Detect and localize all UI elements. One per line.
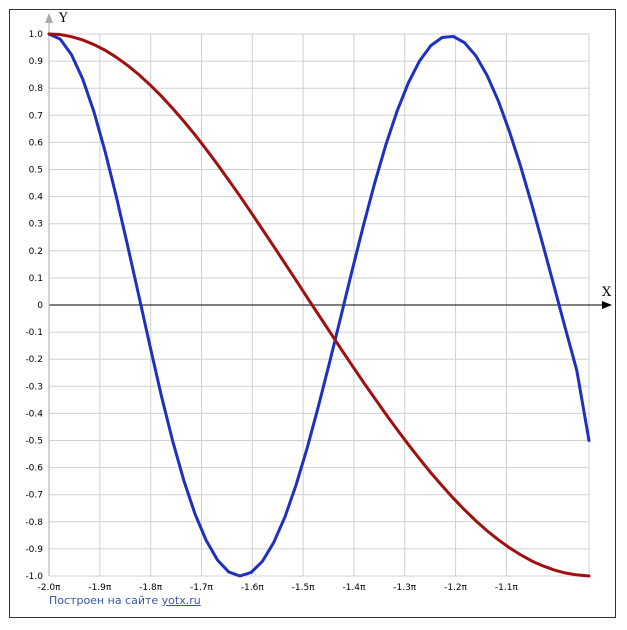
x-tick-label: -1.1π: [495, 583, 519, 593]
y-tick-label: -0.2: [25, 355, 43, 365]
y-tick-label: -0.6: [25, 464, 43, 474]
x-axis-arrow: [602, 301, 612, 309]
x-tick-label: -1.4π: [342, 583, 366, 593]
x-tick-label: -1.2π: [444, 583, 468, 593]
series-line-1: [47, 32, 591, 578]
y-tick-labels: 1.0 0.9 0.8 0.7 0.6 0.5 0.4 0.3 0.2 0.1 0 -0.1 -0.2 -…: [25, 30, 43, 582]
chart-frame: [9, 9, 616, 618]
x-tick-label: -1.6π: [241, 583, 265, 593]
y-tick-label: 0.8: [29, 84, 44, 94]
credit-text: Построен на сайте: [49, 594, 159, 607]
y-tick-label: -1.0: [25, 572, 43, 582]
y-tick-label: 0.2: [29, 247, 43, 257]
y-tick-label: 0.6: [29, 138, 44, 148]
y-tick-label: 0.1: [29, 274, 43, 284]
y-tick-label: 0.9: [29, 57, 44, 67]
y-tick-label: -0.8: [25, 518, 43, 528]
y-tick-label: 0.4: [29, 193, 44, 203]
series-lines: [47, 32, 591, 578]
x-tick-label: -1.5π: [292, 583, 316, 593]
x-tick-labels: -2.0π -1.9π -1.8π -1.7π -1.6π -1.5π -1.4π -1.3π…: [38, 583, 519, 593]
x-tick-label: -1.3π: [393, 583, 417, 593]
series-line-2: [47, 32, 591, 578]
x-axis-label: X: [602, 285, 612, 300]
y-tick-label: -0.7: [25, 491, 43, 501]
x-tick-label: -1.9π: [88, 583, 112, 593]
y-tick-label: -0.1: [25, 328, 43, 338]
y-axis-label: Y: [58, 11, 68, 26]
y-tick-label: -0.3: [25, 382, 43, 392]
y-tick-label: 1.0: [29, 30, 44, 40]
axes: X Y: [45, 11, 612, 576]
y-tick-label: 0.7: [29, 111, 43, 121]
y-tick-label: -0.4: [25, 409, 43, 419]
y-tick-label: 0: [37, 301, 43, 311]
y-tick-label: -0.9: [25, 545, 43, 555]
x-tick-label: -1.8π: [139, 583, 163, 593]
y-axis-arrow: [45, 13, 53, 23]
y-tick-label: 0.5: [29, 166, 43, 176]
y-tick-label: 0.3: [29, 220, 43, 230]
y-tick-label: -0.5: [25, 437, 43, 447]
x-tick-label: -2.0π: [38, 583, 62, 593]
credit-link[interactable]: yotx.ru: [161, 594, 201, 607]
x-tick-label: -1.7π: [190, 583, 214, 593]
credit-line: Построен на сайте yotx.ru: [49, 594, 201, 607]
